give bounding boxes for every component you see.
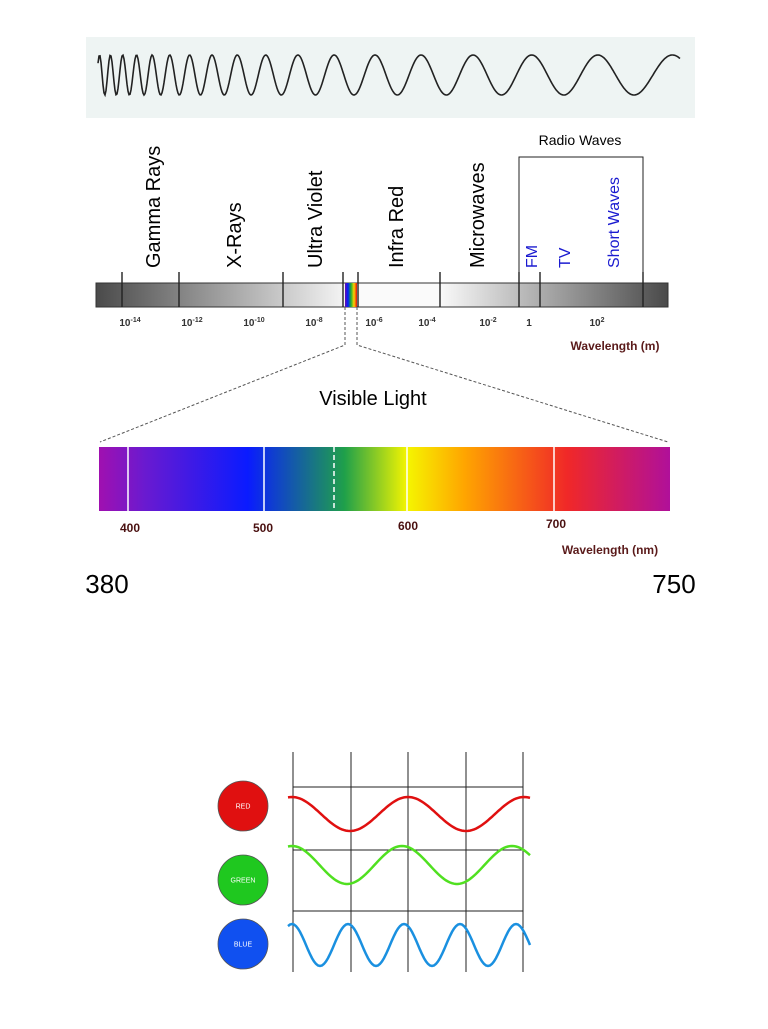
tick-exp: -12 <box>193 317 203 324</box>
tick-base: 10 <box>365 318 377 329</box>
color-wave <box>287 795 531 833</box>
tick-label: 10-10 <box>243 317 264 329</box>
tick-base: 10 <box>305 318 317 329</box>
wave <box>97 53 681 98</box>
radio-label: FM <box>524 245 541 268</box>
tick-label: 10-14 <box>119 317 140 329</box>
tick-label: 10-2 <box>479 317 496 329</box>
color-circle <box>217 854 269 906</box>
tick-exp: 2 <box>601 317 605 324</box>
tick-base: 1 <box>526 318 532 329</box>
color-label: GREEN <box>231 878 256 885</box>
color-circle <box>217 780 269 832</box>
visible-ticks: 400 500 600 700 <box>120 517 566 535</box>
color-circle <box>217 918 269 970</box>
spectrum-bar <box>95 282 669 308</box>
band-label: Ultra Violet <box>305 170 327 268</box>
visible-lines <box>127 447 555 511</box>
visible-tick: 500 <box>253 521 273 535</box>
visible-tick: 400 <box>120 521 140 535</box>
band-label: Microwaves <box>467 162 489 268</box>
color-label: BLUE <box>234 942 253 949</box>
band-label: Gamma Rays <box>143 146 165 268</box>
band-label: X-Rays <box>224 202 246 268</box>
tick-base: 10 <box>243 318 255 329</box>
tick-base: 10 <box>479 318 491 329</box>
color-label: RED <box>236 804 251 811</box>
visible-axis-label: Wavelength (nm) <box>562 543 658 557</box>
visible-bar <box>99 447 670 511</box>
tick-label: 10-4 <box>418 317 435 329</box>
radio-labels: FM TV Short Waves <box>524 177 623 268</box>
min-label: 380 <box>85 569 128 599</box>
tick-exp: -10 <box>255 317 265 324</box>
zoom-lines <box>99 307 669 443</box>
visible-tick: 700 <box>546 517 566 531</box>
tick-label: 10-8 <box>305 317 322 329</box>
radio-title: Radio Waves <box>539 132 622 148</box>
tick-exp: -2 <box>490 317 496 324</box>
tick-exp: -4 <box>429 317 435 324</box>
radio-bracket <box>518 156 644 283</box>
tick-base: 10 <box>418 318 430 329</box>
tick-base: 10 <box>181 318 193 329</box>
color-wave <box>287 844 531 886</box>
wave-panel <box>86 37 695 118</box>
band-label: Infra Red <box>386 186 408 268</box>
visible-title: Visible Light <box>319 388 427 410</box>
rgb-waves: RED GREEN BLUE <box>217 780 532 970</box>
color-wave <box>287 922 532 968</box>
tick-exp: -14 <box>131 317 141 324</box>
radio-label: Short Waves <box>606 177 623 268</box>
tick-base: 10 <box>589 318 601 329</box>
axis-label: Wavelength (m) <box>571 339 660 353</box>
tick-base: 10 <box>119 318 131 329</box>
spectrum-ticks <box>121 272 644 307</box>
tick-label: 10-12 <box>181 317 202 329</box>
tick-exp: -8 <box>316 317 322 324</box>
visible-tick: 600 <box>398 519 418 533</box>
tick-label: 102 <box>589 317 604 329</box>
tick-labels: 10-14 10-12 10-10 10-8 10-6 10-4 10-2 1 102 <box>119 317 604 329</box>
wave-grid <box>292 752 524 972</box>
tick-exp: -6 <box>376 317 382 324</box>
max-label: 750 <box>652 569 695 599</box>
radio-label: TV <box>557 247 574 268</box>
tick-label: 10-6 <box>365 317 382 329</box>
band-labels: Gamma Rays X-Rays Ultra Violet Infra Red Mic… <box>143 146 489 268</box>
visible-strip <box>345 283 357 307</box>
tick-label: 1 <box>526 318 532 329</box>
